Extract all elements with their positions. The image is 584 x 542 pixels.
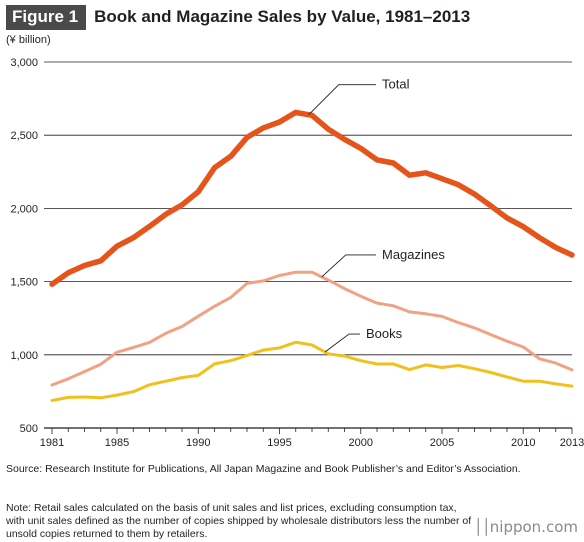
annotation-label: Books — [366, 326, 403, 341]
y-tick-label: 2,500 — [10, 130, 38, 142]
x-tick-label: 1985 — [105, 437, 129, 449]
series-line-magazines — [50, 270, 574, 387]
source-note: Source: Research Institute for Publicati… — [6, 463, 521, 475]
annotation-leader — [308, 84, 376, 116]
brand-name: nippon.com — [489, 518, 578, 536]
y-tick-label: 2,000 — [10, 203, 38, 215]
annotation-leader — [321, 254, 376, 278]
annotation-label: Magazines — [382, 247, 445, 262]
y-tick-label: 3,000 — [10, 57, 38, 69]
brand-bars-icon: ││ — [473, 518, 491, 536]
series-line-books — [50, 340, 574, 402]
methodology-note: Note: Retail sales calculated on the bas… — [6, 502, 472, 540]
annotation-leader — [324, 333, 360, 353]
line-chart: 500 1,000 1,500 2,000 2,500 3,000 1981 1985 1990… — [10, 57, 584, 449]
x-tick-label: 2000 — [349, 437, 373, 449]
series-line-total — [49, 109, 575, 287]
x-tick-label: 1981 — [40, 437, 64, 449]
y-tick-label: 1,500 — [10, 277, 38, 289]
annotation-label: Total — [382, 77, 410, 92]
x-tick-label: 2005 — [430, 437, 454, 449]
brand-logo: ││nippon.com — [474, 518, 578, 536]
chart-header: Figure 1 Book and Magazine Sales by Valu… — [6, 4, 470, 30]
x-tick-label: 2010 — [511, 437, 535, 449]
y-tick-label: 1,000 — [10, 350, 38, 362]
y-tick-label: 500 — [20, 423, 38, 435]
x-tick-label: 2013 — [560, 437, 584, 449]
chart-title: Book and Magazine Sales by Value, 1981–2… — [94, 7, 471, 26]
x-tick-label: 1995 — [267, 437, 291, 449]
x-tick-label: 1990 — [186, 437, 210, 449]
y-axis-unit-label: (¥ billion) — [6, 34, 51, 46]
figure-label: Figure 1 — [6, 4, 87, 30]
